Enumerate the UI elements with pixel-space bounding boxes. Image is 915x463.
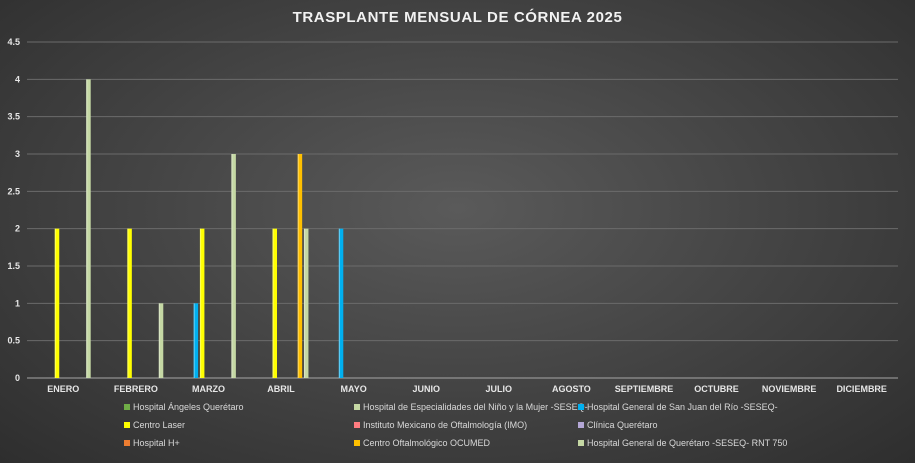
bar-highlight xyxy=(199,228,202,378)
legend-item: Centro Laser xyxy=(124,420,185,430)
y-tick-label: 4 xyxy=(15,74,20,84)
x-tick-label: DICIEMBRE xyxy=(836,384,887,394)
bar xyxy=(303,228,309,378)
legend-swatch xyxy=(578,404,584,410)
bar-highlight xyxy=(272,228,274,378)
legend-label: Hospital H+ xyxy=(133,438,180,448)
legend-swatch xyxy=(354,422,360,428)
y-tick-label: 2.5 xyxy=(7,186,20,196)
x-tick-label: ENERO xyxy=(47,384,79,394)
x-tick-label: SEPTIEMBRE xyxy=(615,384,674,394)
legend-label: Hospital de Especialidades del Niño y la… xyxy=(363,402,588,412)
x-tick-label: MARZO xyxy=(192,384,225,394)
legend-label: Hospital Ángeles Querétaro xyxy=(133,402,244,412)
legend-label: Hospital General de San Juan del Río -SE… xyxy=(587,402,778,412)
legend-item: Hospital General de Querétaro -SESEQ- RN… xyxy=(578,438,787,448)
legend-label: Hospital General de Querétaro -SESEQ- RN… xyxy=(587,438,788,448)
bar-highlight xyxy=(127,228,129,378)
x-tick-label: MAYO xyxy=(341,384,367,394)
x-tick-label: NOVIEMBRE xyxy=(762,384,817,394)
legend-item: Hospital de Especialidades del Niño y la… xyxy=(354,402,588,412)
legend-label: Instituto Mexicano de Oftalmología (IMO) xyxy=(363,420,528,430)
x-tick-label: ABRIL xyxy=(267,384,295,394)
x-tick-label: JUNIO xyxy=(412,384,440,394)
x-tick-label: AGOSTO xyxy=(552,384,591,394)
y-tick-label: 1 xyxy=(15,298,20,308)
x-tick-label: FEBRERO xyxy=(114,384,158,394)
x-tick-label: JULIO xyxy=(486,384,513,394)
legend-item: Hospital H+ xyxy=(124,438,180,448)
legend-label: Clínica Querétaro xyxy=(587,420,658,430)
bar xyxy=(158,303,164,378)
y-tick-label: 2 xyxy=(15,224,20,234)
chart-title: TRASPLANTE MENSUAL DE CÓRNEA 2025 xyxy=(292,9,623,26)
bar xyxy=(86,79,91,378)
bar xyxy=(231,154,236,378)
bar xyxy=(193,303,199,378)
bar-highlight xyxy=(231,154,233,378)
bar xyxy=(54,228,60,378)
y-tick-label: 1.5 xyxy=(7,261,20,271)
legend-item: Clínica Querétaro xyxy=(578,420,658,430)
bar xyxy=(338,228,344,378)
bar-highlight xyxy=(193,303,195,378)
legend-label: Centro Oftalmológico OCUMED xyxy=(363,438,491,448)
bar-highlight xyxy=(158,303,160,378)
y-tick-label: 3 xyxy=(15,149,20,159)
legend-swatch xyxy=(354,404,360,410)
legend-swatch xyxy=(124,422,130,428)
bar xyxy=(297,154,303,378)
bar-highlight xyxy=(303,228,306,378)
legend-item: Hospital General de San Juan del Río -SE… xyxy=(578,402,778,412)
bar xyxy=(272,228,278,378)
bar-highlight xyxy=(338,228,340,378)
bar xyxy=(199,228,205,378)
legend-swatch xyxy=(578,440,584,446)
bar xyxy=(127,228,132,378)
legend-swatch xyxy=(578,422,584,428)
bar-highlight xyxy=(54,228,56,378)
legend-item: Instituto Mexicano de Oftalmología (IMO) xyxy=(354,420,527,430)
legend-item: Hospital Ángeles Querétaro xyxy=(124,402,244,412)
y-tick-label: 4.5 xyxy=(7,37,20,47)
y-tick-label: 3.5 xyxy=(7,112,20,122)
legend-swatch xyxy=(124,440,130,446)
y-tick-label: 0.5 xyxy=(7,336,20,346)
legend-label: Centro Laser xyxy=(133,420,186,430)
x-tick-label: OCTUBRE xyxy=(694,384,739,394)
legend-swatch xyxy=(124,404,130,410)
legend-swatch xyxy=(354,440,360,446)
legend-item: Centro Oftalmológico OCUMED xyxy=(354,438,490,448)
y-tick-label: 0 xyxy=(15,373,20,383)
bar-highlight xyxy=(86,79,88,378)
bar-highlight xyxy=(297,154,299,378)
